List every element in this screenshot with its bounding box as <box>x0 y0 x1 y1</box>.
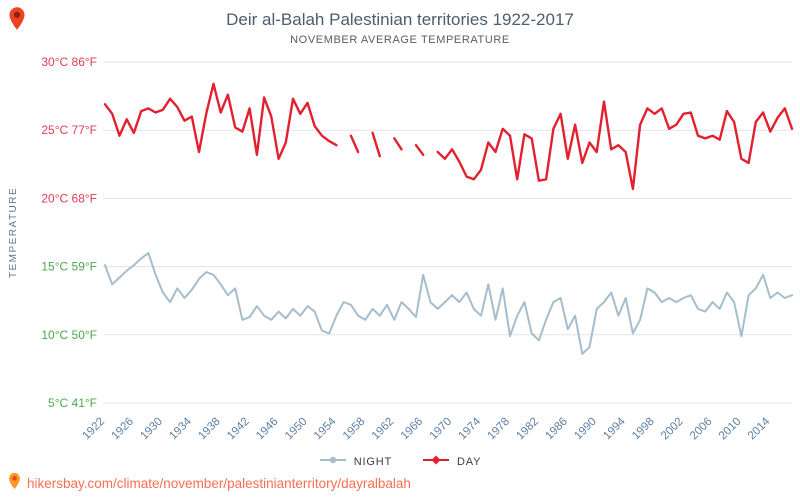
chart-area: 30°C 86°F 25°C 77°F 20°C 68°F 15°C 59°F 10°C… <box>0 50 800 455</box>
x-axis-tick-label: 1950 <box>283 416 310 443</box>
x-axis-tick-label: 1974 <box>457 415 484 442</box>
y-axis-title: TEMPERATURE <box>8 187 19 278</box>
x-axis-tick-label: 2014 <box>746 415 773 442</box>
chart-legend: NIGHT DAY <box>0 453 800 471</box>
location-pin-icon <box>8 6 26 36</box>
x-axis-tick-label: 1926 <box>109 416 136 443</box>
x-axis-tick-label: 1922 <box>81 416 108 443</box>
y-axis-tick-label: 15°C 59°F <box>41 260 97 274</box>
x-axis-tick-label: 1990 <box>572 416 599 443</box>
night-series-marker-icon <box>319 453 347 471</box>
night-series-line <box>104 252 793 355</box>
x-axis-tick-label: 1982 <box>514 416 541 443</box>
x-axis-tick-label: 1994 <box>601 415 628 442</box>
legend-label-day: DAY <box>457 456 482 468</box>
page-title: Deir al-Balah Palestinian territories 19… <box>226 10 574 29</box>
footer: hikersbay.com/climate/november/palestini… <box>8 472 411 495</box>
y-axis-tick-label: 10°C 50°F <box>41 328 97 342</box>
x-axis-tick-label: 1970 <box>428 416 455 443</box>
x-axis-tick-label: 1942 <box>225 416 252 443</box>
x-axis-tick-label: 1930 <box>138 416 165 443</box>
x-axis-tick-label: 1978 <box>486 416 513 443</box>
temperature-line-chart: 30°C 86°F 25°C 77°F 20°C 68°F 15°C 59°F 10°C… <box>8 55 794 443</box>
x-axis-tick-label: 1962 <box>370 416 397 443</box>
footer-link[interactable]: hikersbay.com/climate/november/palestini… <box>27 476 411 491</box>
y-axis-tick-label: 25°C 77°F <box>41 123 97 137</box>
page-subtitle: NOVEMBER AVERAGE TEMPERATURE <box>290 34 510 46</box>
x-axis-tick-label: 1986 <box>543 416 570 443</box>
legend-item-day: DAY <box>422 453 481 471</box>
legend-label-night: NIGHT <box>353 456 393 468</box>
footer-pin-icon <box>8 472 21 495</box>
x-axis-tick-label: 1946 <box>254 416 281 443</box>
x-axis-tick-label: 1934 <box>167 415 194 442</box>
day-series-marker-icon <box>422 453 450 471</box>
x-axis-tick-label: 2002 <box>659 416 686 443</box>
x-axis-tick-label: 2006 <box>688 416 715 443</box>
y-axis-tick-label: 5°C 41°F <box>48 396 97 410</box>
x-axis-tick-label: 1954 <box>312 415 339 442</box>
legend-item-night: NIGHT <box>319 453 392 471</box>
y-axis-tick-label: 20°C 68°F <box>41 191 97 205</box>
x-axis-tick-label: 1998 <box>630 416 657 443</box>
x-axis-tick-label: 1958 <box>341 416 368 443</box>
y-axis-tick-label: 30°C 86°F <box>41 55 97 69</box>
x-axis-tick-label: 1966 <box>399 416 426 443</box>
x-axis-tick-label: 1938 <box>196 416 223 443</box>
x-axis-tick-label: 2010 <box>717 416 744 443</box>
day-series-line <box>103 82 794 191</box>
